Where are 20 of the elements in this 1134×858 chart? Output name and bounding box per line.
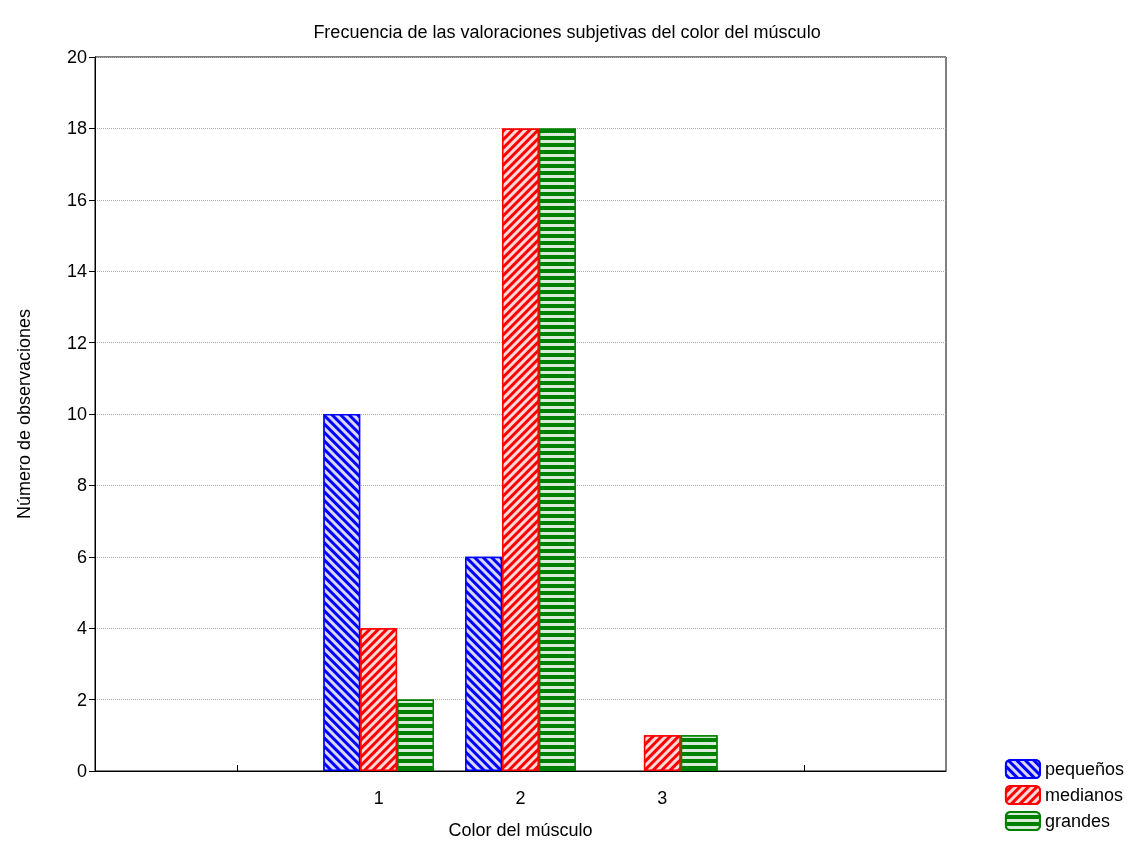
y-tick-label: 8: [76, 475, 87, 496]
y-tick-label: 0: [76, 761, 87, 781]
x-tick-label: 2: [515, 788, 526, 808]
y-tick-label: 16: [66, 189, 87, 210]
y-tick-label: 14: [66, 261, 87, 282]
y-tick-label: 4: [76, 618, 87, 639]
legend-label: medianos: [1044, 785, 1123, 805]
x-axis-title: Color del músculo: [448, 820, 593, 840]
chart-title: Frecuencia de las valoraciones subjetivas del color del músculo: [313, 22, 821, 42]
y-tick-label: 2: [76, 689, 87, 710]
legend-label: pequeños: [1044, 759, 1124, 779]
legend-label: grandes: [1044, 811, 1110, 831]
y-tick-label: 6: [76, 546, 87, 567]
x-tick-label: 1: [373, 788, 384, 808]
y-tick-label: 10: [66, 404, 87, 424]
y-tick-label: 18: [66, 118, 87, 139]
y-axis-title: Número de observaciones: [14, 308, 34, 520]
y-tick-label: 20: [66, 47, 87, 67]
x-tick-label: 3: [657, 788, 668, 808]
y-tick-label: 12: [66, 332, 87, 353]
